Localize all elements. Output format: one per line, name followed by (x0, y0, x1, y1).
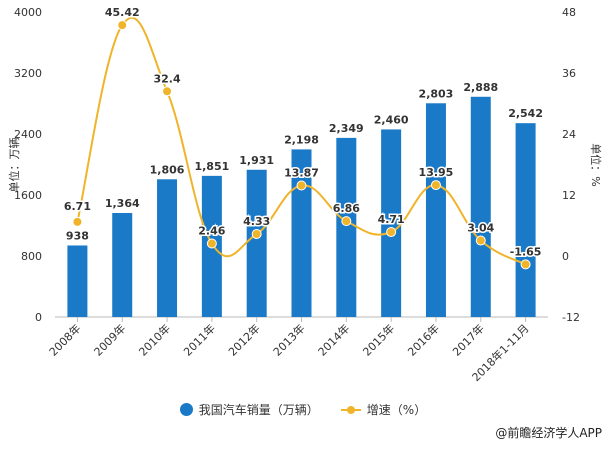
bar-value-label: 2,460 (374, 113, 409, 126)
bar-value-label: 2,198 (284, 133, 319, 146)
growth-value-label: 4.33 (243, 215, 270, 228)
bar-value-label: 2,542 (508, 107, 543, 120)
growth-value-label: 45.42 (105, 6, 140, 19)
bar-value-label: 938 (66, 229, 89, 242)
source-credit: @前瞻经济学人APP (495, 426, 602, 440)
growth-value-label: 4.71 (378, 213, 405, 226)
y-axis-title: 单位：万辆 (7, 138, 21, 193)
growth-value-label: 6.86 (333, 202, 360, 215)
bar (336, 137, 357, 317)
bar-value-label: 1,364 (105, 197, 140, 210)
legend-label: 我国汽车销量（万辆） (198, 403, 319, 417)
y-right-tick-label: 36 (562, 67, 576, 80)
growth-point (341, 216, 352, 227)
x-tick-label: 2009年 (91, 321, 128, 358)
growth-value-label: 13.87 (284, 166, 319, 179)
legend-label: 增速（%） (366, 403, 427, 417)
y-tick-label: 2400 (14, 128, 42, 141)
y-right-axis-title: 单位：% (589, 143, 603, 186)
legend-item-sales[interactable]: 我国汽车销量（万辆） (179, 401, 319, 418)
bar (246, 169, 267, 317)
x-tick-label: 2014年 (315, 321, 352, 358)
x-tick-label: 2012年 (225, 321, 262, 358)
growth-value-label: 3.04 (467, 222, 494, 235)
bar (381, 129, 402, 317)
y-right-tick-label: -12 (562, 311, 580, 324)
y-right-tick-label: 48 (562, 6, 576, 19)
growth-point (117, 20, 128, 31)
bar-value-label: 1,931 (239, 154, 274, 167)
growth-point (430, 180, 441, 191)
y-right-tick-label: 12 (562, 189, 576, 202)
y-tick-label: 3200 (14, 67, 42, 80)
bar (67, 245, 88, 317)
growth-point (162, 86, 173, 97)
bar (291, 149, 312, 317)
x-tick-label: 2015年 (360, 321, 397, 358)
x-tick-label: 2016年 (405, 321, 442, 358)
growth-point (475, 235, 486, 246)
x-tick-label: 2011年 (181, 321, 218, 358)
growth-value-label: 2.46 (198, 224, 225, 237)
x-tick-label: 2010年 (136, 321, 173, 358)
bar (515, 123, 536, 317)
bar-value-label: 1,851 (194, 160, 229, 173)
legend-circle-icon (179, 403, 193, 416)
growth-point (520, 259, 531, 270)
growth-value-label: -1.65 (510, 245, 542, 258)
bar (470, 96, 491, 317)
growth-point (386, 227, 397, 238)
bar-value-label: 1,806 (150, 163, 185, 176)
y-tick-label: 800 (21, 250, 42, 263)
bar-value-label: 2,349 (329, 122, 364, 135)
x-tick-label: 2013年 (270, 321, 307, 358)
y-right-tick-label: 24 (562, 128, 576, 141)
legend-item-growth[interactable]: 增速（%） (340, 401, 427, 418)
growth-point (296, 180, 307, 191)
legend: 我国汽车销量（万辆） 增速（%） (0, 401, 606, 418)
growth-point (206, 238, 217, 249)
growth-value-label: 13.95 (419, 166, 454, 179)
growth-point (72, 216, 83, 227)
bar-value-label: 2,803 (419, 87, 454, 100)
y-tick-label: 4000 (14, 6, 42, 19)
y-right-tick-label: 0 (562, 250, 569, 263)
y-tick-label: 0 (35, 311, 42, 324)
x-tick-label: 2017年 (449, 321, 486, 358)
growth-value-label: 6.71 (64, 200, 91, 213)
x-tick-label: 2008年 (46, 321, 83, 358)
bar (425, 103, 446, 318)
growth-point (251, 228, 262, 239)
legend-line-icon (340, 405, 361, 415)
bar-value-label: 2,888 (463, 81, 498, 94)
growth-value-label: 32.4 (153, 72, 180, 85)
y-tick-label: 1600 (14, 189, 42, 202)
bar (112, 212, 133, 317)
bar (157, 179, 178, 317)
